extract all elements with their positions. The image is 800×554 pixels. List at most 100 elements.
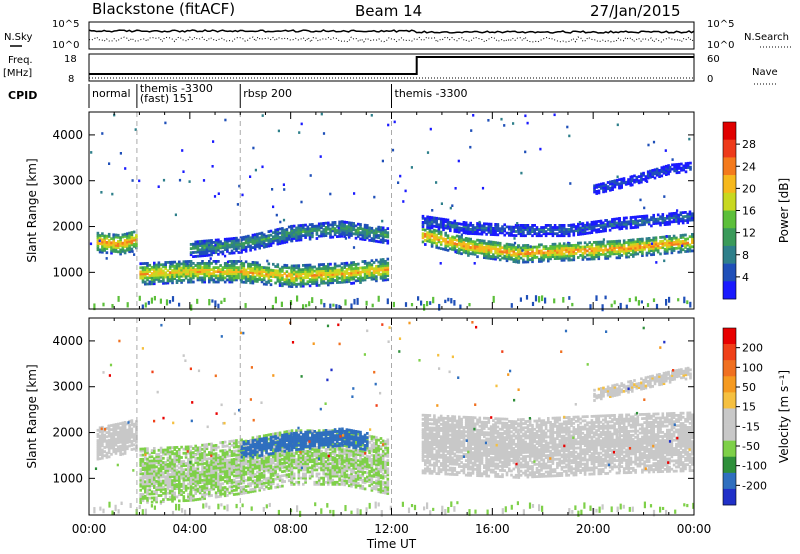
heatmap-cell	[627, 243, 631, 246]
heatmap-cell	[194, 479, 197, 483]
heatmap-cell	[540, 259, 543, 263]
heatmap-cell	[117, 433, 120, 436]
heatmap-cell	[629, 253, 633, 256]
heatmap-cell	[311, 280, 314, 283]
heatmap-cell	[638, 246, 642, 249]
heatmap-cell	[269, 283, 273, 287]
heatmap-cell	[512, 247, 516, 251]
heatmap-cell	[132, 242, 136, 246]
heatmap-cell	[501, 227, 504, 231]
heatmap-cell	[455, 226, 459, 229]
heatmap-cell	[251, 436, 255, 440]
heatmap-cell	[272, 239, 275, 243]
heatmap-cell	[208, 482, 211, 485]
heatmap-cell	[235, 455, 238, 459]
heatmap-cell	[615, 250, 619, 254]
heatmap-cell	[586, 231, 589, 235]
heatmap-cell	[588, 245, 591, 249]
heatmap-cell	[352, 226, 355, 229]
heatmap-cell	[235, 468, 238, 471]
heatmap-cell	[324, 267, 328, 270]
heatmap-cell	[686, 164, 690, 167]
heatmap-cell	[196, 246, 200, 250]
heatmap-cell	[624, 180, 628, 184]
heatmap-cell	[489, 233, 493, 236]
heatmap-cell	[501, 252, 504, 256]
heatmap-cell	[196, 481, 200, 485]
heatmap-cell	[526, 121, 529, 125]
heatmap-cell	[641, 250, 644, 253]
heatmap-cell	[618, 250, 621, 253]
heatmap-cell	[467, 247, 470, 251]
heatmap-cell	[604, 187, 608, 191]
heatmap-cell	[230, 276, 234, 280]
heatmap-cell	[492, 247, 495, 250]
heatmap-cell	[192, 467, 195, 471]
heatmap-cell	[210, 459, 213, 462]
heatmap-cell	[549, 257, 552, 261]
heatmap-cell	[375, 227, 378, 231]
heatmap-cell	[117, 441, 120, 444]
heatmap-cell	[159, 501, 162, 505]
heatmap-cell	[379, 268, 383, 272]
heatmap-cell	[505, 259, 509, 263]
heatmap-cell	[260, 280, 264, 284]
heatmap-cell	[237, 447, 241, 450]
heatmap-cell	[676, 209, 679, 212]
heatmap-cell	[267, 276, 271, 280]
heatmap-cell	[597, 224, 601, 227]
heatmap-cell	[173, 468, 176, 472]
heatmap-cell	[338, 276, 341, 280]
heatmap-cell	[258, 232, 261, 236]
heatmap-cell	[251, 481, 255, 485]
heatmap-cell	[212, 469, 216, 472]
heatmap-cell	[223, 455, 227, 458]
heatmap-cell	[526, 258, 530, 262]
heatmap-cell	[324, 226, 328, 229]
heatmap-cell	[313, 265, 316, 269]
heatmap-cell	[247, 245, 250, 248]
heatmap-cell	[235, 262, 238, 265]
heatmap-cell	[112, 247, 115, 251]
heatmap-cell	[173, 483, 176, 486]
heatmap-cell	[196, 450, 200, 454]
heatmap-cell	[126, 248, 129, 252]
heatmap-cell	[579, 247, 582, 251]
heatmap-cell	[262, 278, 266, 282]
heatmap-cell	[577, 229, 580, 232]
heatmap-cell	[232, 241, 236, 244]
heatmap-cell	[483, 224, 486, 228]
heatmap-cell	[219, 474, 222, 478]
heatmap-cell	[568, 256, 571, 260]
heatmap-cell	[101, 452, 104, 456]
heatmap-cell	[373, 195, 376, 199]
heatmap-cell	[251, 267, 255, 270]
heatmap-cell	[467, 252, 470, 255]
heatmap-cell	[691, 235, 694, 238]
heatmap-cell	[235, 268, 238, 271]
heatmap-cell	[691, 237, 694, 240]
heatmap-cell	[574, 227, 578, 230]
heatmap-cell	[354, 265, 358, 268]
heatmap-cell	[368, 261, 371, 265]
heatmap-cell	[235, 274, 238, 278]
heatmap-cell	[538, 260, 541, 263]
heatmap-cell	[168, 479, 172, 483]
heatmap-cell	[684, 241, 687, 245]
heatmap-cell	[240, 461, 243, 464]
heatmap-cell	[424, 217, 427, 221]
heatmap-cell	[175, 458, 179, 462]
heatmap-cell	[540, 243, 543, 247]
heatmap-cell	[110, 436, 113, 440]
heatmap-cell	[670, 237, 674, 240]
heatmap-cell	[444, 226, 447, 230]
heatmap-cell	[198, 456, 202, 460]
heatmap-cell	[173, 462, 176, 466]
heatmap-cell	[153, 459, 156, 463]
heatmap-cell	[634, 242, 637, 246]
heatmap-cell	[381, 264, 385, 268]
heatmap-cell	[212, 245, 216, 248]
heatmap-cell	[194, 481, 197, 485]
heatmap-cell	[344, 299, 347, 306]
heatmap-cell	[189, 457, 193, 461]
